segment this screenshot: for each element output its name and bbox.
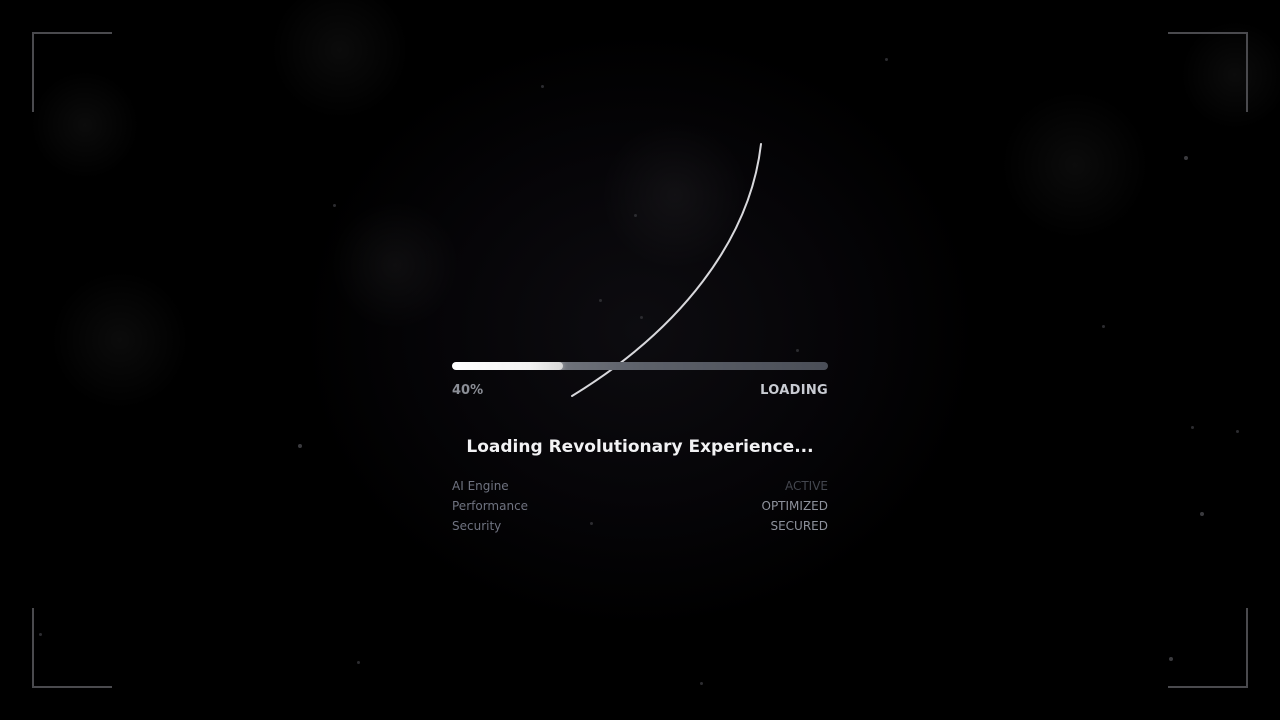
- particle: [1200, 512, 1204, 516]
- frame-corner-top-left: [32, 32, 112, 112]
- particle: [1184, 156, 1188, 160]
- status-row-ai-engine: AI Engine ACTIVE: [452, 479, 828, 497]
- status-row-performance: Performance OPTIMIZED: [452, 499, 828, 517]
- frame-corner-bottom-right: [1168, 608, 1248, 688]
- ambient-glow: [1000, 90, 1150, 240]
- ambient-glow: [600, 120, 750, 270]
- status-label: Security: [452, 519, 502, 533]
- particle: [1102, 325, 1105, 328]
- progress-percent: 40%: [452, 383, 484, 398]
- status-value: SECURED: [770, 519, 828, 533]
- particle: [796, 349, 799, 352]
- loading-title: Loading Revolutionary Experience...: [466, 437, 814, 457]
- status-label: AI Engine: [452, 479, 509, 493]
- ambient-glow: [1180, 20, 1280, 130]
- particle: [640, 316, 643, 319]
- particle: [634, 214, 637, 217]
- frame-corner-bottom-left: [32, 608, 112, 688]
- status-row-security: Security SECURED: [452, 519, 828, 537]
- particle: [599, 299, 602, 302]
- ambient-glow: [50, 270, 190, 410]
- ambient-glow: [30, 70, 140, 180]
- particle: [541, 85, 544, 88]
- particle: [298, 444, 302, 448]
- particle: [700, 682, 703, 685]
- particle: [357, 661, 360, 664]
- frame-corner-top-right: [1168, 32, 1248, 112]
- particle: [1169, 657, 1173, 661]
- ambient-glow: [270, 0, 410, 120]
- particle: [1236, 430, 1239, 433]
- ambient-glow: [330, 200, 460, 330]
- status-value: OPTIMIZED: [761, 499, 829, 513]
- particle: [1191, 426, 1194, 429]
- progress-status: LOADING: [760, 383, 828, 398]
- progress-bar-fill: [452, 362, 563, 370]
- particle: [590, 522, 593, 525]
- progress-bar: [452, 362, 828, 370]
- particle: [39, 633, 42, 636]
- status-value: ACTIVE: [784, 479, 828, 493]
- particle: [333, 204, 336, 207]
- particle: [885, 58, 888, 61]
- status-label: Performance: [452, 499, 529, 513]
